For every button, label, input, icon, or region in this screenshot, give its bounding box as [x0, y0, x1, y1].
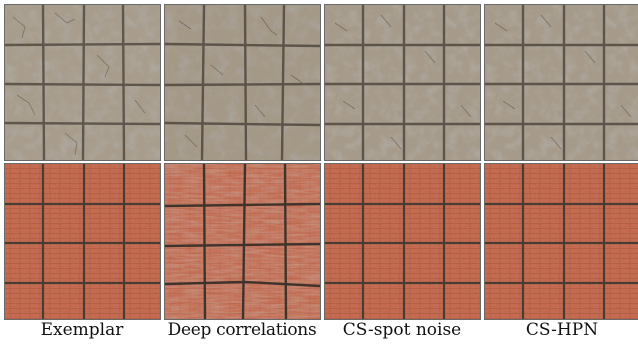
caption-exemplar: Exemplar	[40, 320, 124, 340]
caption-deep-correlations: Deep correlations	[167, 320, 317, 340]
panel-brick-deep-correlations	[164, 163, 321, 320]
stone-texture-image	[165, 5, 320, 160]
brick-texture-image	[485, 164, 638, 319]
panel-brick-exemplar	[4, 163, 161, 320]
panel-brick-cs-spot-noise	[324, 163, 481, 320]
stone-texture-image	[485, 5, 638, 160]
caption-cs-spot-noise: CS-spot noise	[342, 320, 462, 340]
brick-texture-image	[165, 164, 320, 319]
brick-texture-image	[325, 164, 480, 319]
brick-texture-image	[5, 164, 160, 319]
panel-stone-cs-spot-noise	[324, 4, 481, 161]
panel-stone-cs-hpn	[484, 4, 638, 161]
caption-cs-hpn: CS-HPN	[525, 320, 599, 340]
panel-stone-deep-correlations	[164, 4, 321, 161]
panel-stone-exemplar	[4, 4, 161, 161]
stone-texture-image	[325, 5, 480, 160]
panel-brick-cs-hpn	[484, 163, 638, 320]
stone-texture-image	[5, 5, 160, 160]
